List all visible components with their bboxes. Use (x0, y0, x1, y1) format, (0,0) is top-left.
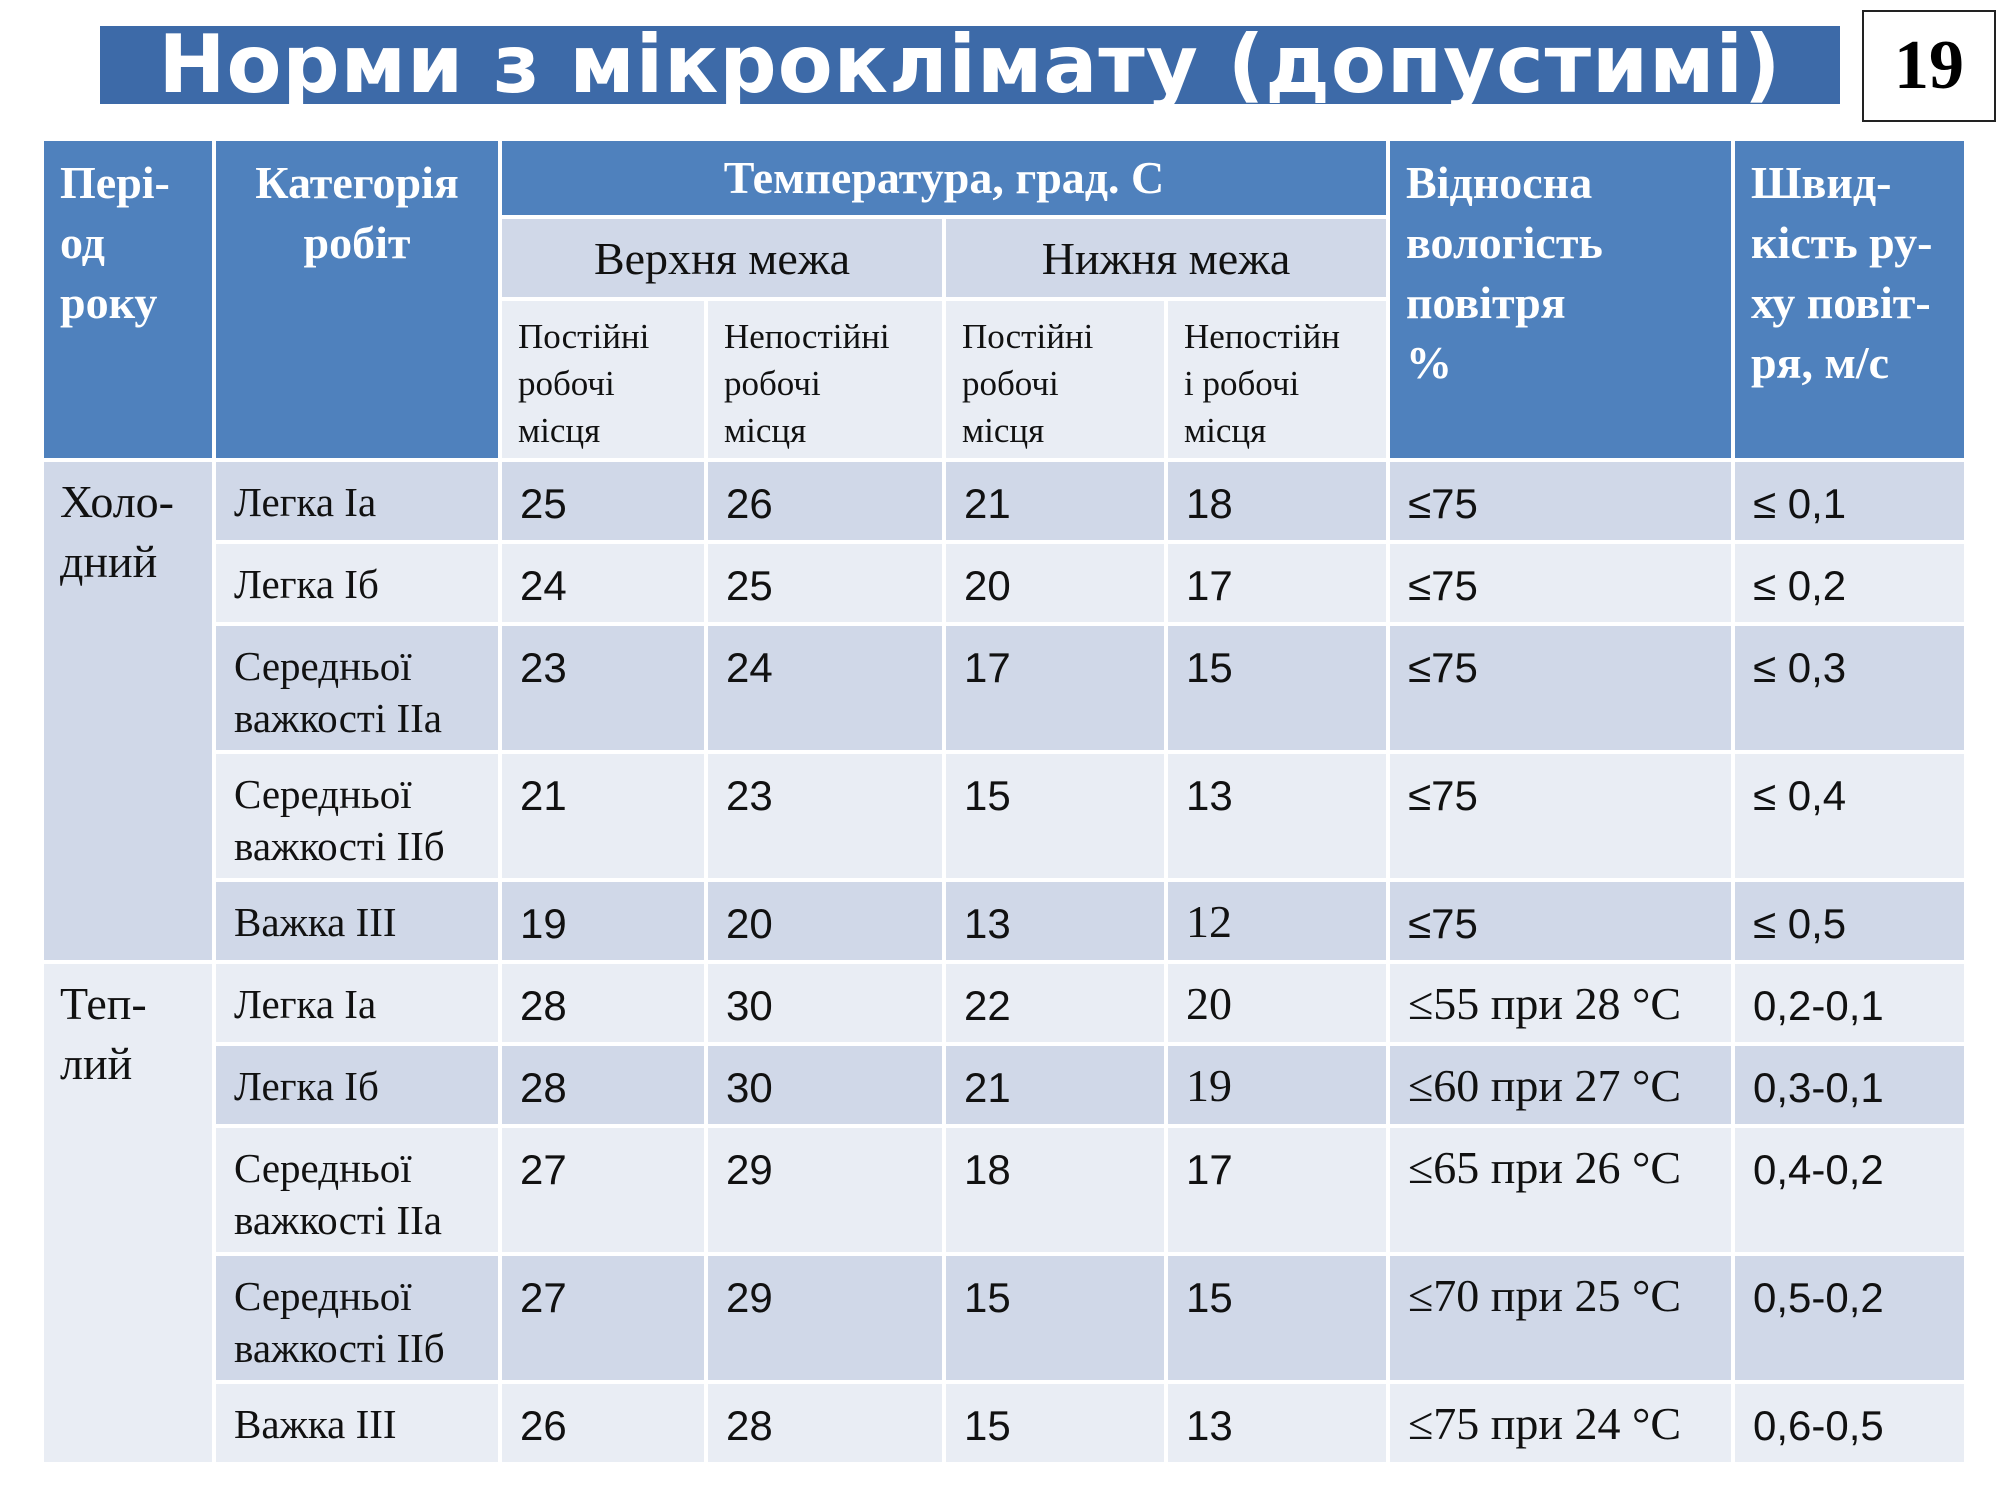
period-cell: Холо- дний (40, 458, 216, 964)
category-cell: Середньої важкості ІІб (212, 1252, 502, 1384)
category-cell: Легка Іб (212, 540, 502, 626)
air-speed-cell: ≤ 0,2 (1731, 540, 1969, 626)
lower-permanent-cell: 21 (942, 458, 1168, 544)
header-lower-permanent: Постійні робочі місця (942, 297, 1168, 462)
slide-number: 19 (1862, 10, 1996, 122)
category-cell: Легка Іб (212, 1042, 502, 1128)
category-cell: Легка Іа (212, 458, 502, 544)
lower-permanent-cell: 18 (942, 1124, 1168, 1256)
lower-nonpermanent-cell: 17 (1163, 540, 1391, 626)
upper-permanent-cell: 26 (498, 1380, 708, 1466)
table-row: Холо- дний Легка Іа 25 26 21 18 ≤75 ≤ 0,… (40, 458, 1969, 964)
air-speed-cell: 0,5-0,2 (1731, 1252, 1969, 1384)
upper-permanent-cell: 24 (498, 540, 708, 626)
upper-permanent-cell: 21 (498, 750, 708, 882)
table-row: Середньої важкості ІІа 27 29 18 17 ≤65 п… (42, 1124, 1969, 1256)
category-cell: Середньої важкості ІІб (212, 750, 502, 882)
category-cell: Легка Іа (212, 960, 502, 1046)
upper-nonpermanent-cell: 29 (704, 1124, 946, 1256)
upper-permanent-cell: 25 (498, 458, 708, 544)
lower-nonpermanent-cell: 13 (1163, 750, 1391, 882)
upper-permanent-cell: 27 (498, 1252, 708, 1384)
table-row: Середньої важкості ІІб 21 23 15 13 ≤75 ≤… (42, 750, 1969, 882)
upper-nonpermanent-cell: 25 (704, 540, 946, 626)
header-upper-limit: Верхня межа (498, 215, 946, 301)
lower-permanent-cell: 17 (942, 622, 1168, 754)
header-air-speed: Швид- кість ру- ху повіт- ря, м/с (1731, 137, 1969, 462)
header-upper-nonpermanent: Непостійні робочі місця (704, 297, 946, 462)
humidity-cell: ≤75 (1386, 458, 1736, 544)
humidity-cell: ≤75 (1386, 750, 1736, 882)
upper-permanent-cell: 19 (498, 878, 708, 964)
upper-permanent-cell: 27 (498, 1124, 708, 1256)
upper-nonpermanent-cell: 26 (704, 458, 946, 544)
air-speed-cell: ≤ 0,4 (1731, 750, 1969, 882)
upper-nonpermanent-cell: 28 (704, 1380, 946, 1466)
category-cell: Важка ІІІ (212, 878, 502, 964)
upper-permanent-cell: 28 (498, 1042, 708, 1128)
header-upper-permanent: Постійні робочі місця (498, 297, 708, 462)
lower-nonpermanent-cell: 19 (1163, 1042, 1391, 1128)
category-cell: Важка ІІІ (212, 1380, 502, 1466)
lower-nonpermanent-cell: 12 (1163, 878, 1391, 964)
lower-nonpermanent-cell: 18 (1163, 458, 1391, 544)
header-lower-limit: Нижня межа (941, 215, 1391, 301)
lower-nonpermanent-cell: 17 (1163, 1124, 1391, 1256)
header-period: Пері- од року (40, 137, 216, 462)
table-row: Теп- лий Легка Іа 28 30 22 20 ≤55 при 28… (40, 960, 1969, 1466)
lower-permanent-cell: 15 (942, 750, 1168, 882)
humidity-cell: ≤60 при 27 °С (1386, 1042, 1736, 1128)
upper-nonpermanent-cell: 30 (704, 1042, 946, 1128)
category-cell: Середньої важкості ІІа (212, 1124, 502, 1256)
period-cell: Теп- лий (40, 960, 216, 1466)
upper-nonpermanent-cell: 23 (704, 750, 946, 882)
lower-nonpermanent-cell: 13 (1163, 1380, 1391, 1466)
upper-permanent-cell: 23 (498, 622, 708, 754)
upper-nonpermanent-cell: 20 (704, 878, 946, 964)
air-speed-cell: ≤ 0,1 (1731, 458, 1969, 544)
header-temperature: Температура, град. С (497, 137, 1391, 219)
lower-permanent-cell: 21 (942, 1042, 1168, 1128)
air-speed-cell: 0,2-0,1 (1731, 960, 1969, 1046)
humidity-cell: ≤70 при 25 °С (1386, 1252, 1736, 1384)
table-row: Середньої важкості ІІб 27 29 15 15 ≤70 п… (42, 1252, 1969, 1384)
lower-permanent-cell: 22 (942, 960, 1168, 1046)
air-speed-cell: 0,6-0,5 (1731, 1380, 1969, 1466)
air-speed-cell: 0,4-0,2 (1731, 1124, 1969, 1256)
upper-nonpermanent-cell: 30 (704, 960, 946, 1046)
lower-nonpermanent-cell: 15 (1163, 622, 1391, 754)
upper-nonpermanent-cell: 29 (704, 1252, 946, 1384)
microclimate-norms-table: Пері- од року Категорія робіт Температур… (40, 137, 1969, 1466)
table-row: Легка Іб 24 25 20 17 ≤75 ≤ 0,2 (42, 540, 1969, 626)
header-lower-nonpermanent: Непостійн і робочі місця (1163, 297, 1391, 462)
humidity-cell: ≤65 при 26 °С (1386, 1124, 1736, 1256)
table-row: Важка ІІІ 26 28 15 13 ≤75 при 24 °С 0,6-… (42, 1380, 1969, 1466)
table-row: Середньої важкості ІІа 23 24 17 15 ≤75 ≤… (42, 622, 1969, 754)
humidity-cell: ≤75 (1386, 540, 1736, 626)
lower-permanent-cell: 13 (942, 878, 1168, 964)
humidity-cell: ≤75 (1386, 622, 1736, 754)
upper-nonpermanent-cell: 24 (704, 622, 946, 754)
slide-title: Норми з мікроклімату (допустимі) (100, 25, 1840, 105)
upper-permanent-cell: 28 (498, 960, 708, 1046)
humidity-cell: ≤55 при 28 °С (1386, 960, 1736, 1046)
table-row: Легка Іб 28 30 21 19 ≤60 при 27 °С 0,3-0… (42, 1042, 1969, 1128)
air-speed-cell: ≤ 0,3 (1731, 622, 1969, 754)
header-humidity: Відносна вологість повітря % (1386, 137, 1736, 462)
lower-permanent-cell: 15 (942, 1380, 1168, 1466)
lower-nonpermanent-cell: 15 (1163, 1252, 1391, 1384)
air-speed-cell: 0,3-0,1 (1731, 1042, 1969, 1128)
lower-permanent-cell: 20 (942, 540, 1168, 626)
air-speed-cell: ≤ 0,5 (1731, 878, 1969, 964)
lower-permanent-cell: 15 (942, 1252, 1168, 1384)
table-row: Важка ІІІ 19 20 13 12 ≤75 ≤ 0,5 (42, 878, 1969, 964)
lower-nonpermanent-cell: 20 (1163, 960, 1391, 1046)
header-category: Категорія робіт (212, 137, 502, 462)
humidity-cell: ≤75 при 24 °С (1386, 1380, 1736, 1466)
category-cell: Середньої важкості ІІа (212, 622, 502, 754)
humidity-cell: ≤75 (1386, 878, 1736, 964)
